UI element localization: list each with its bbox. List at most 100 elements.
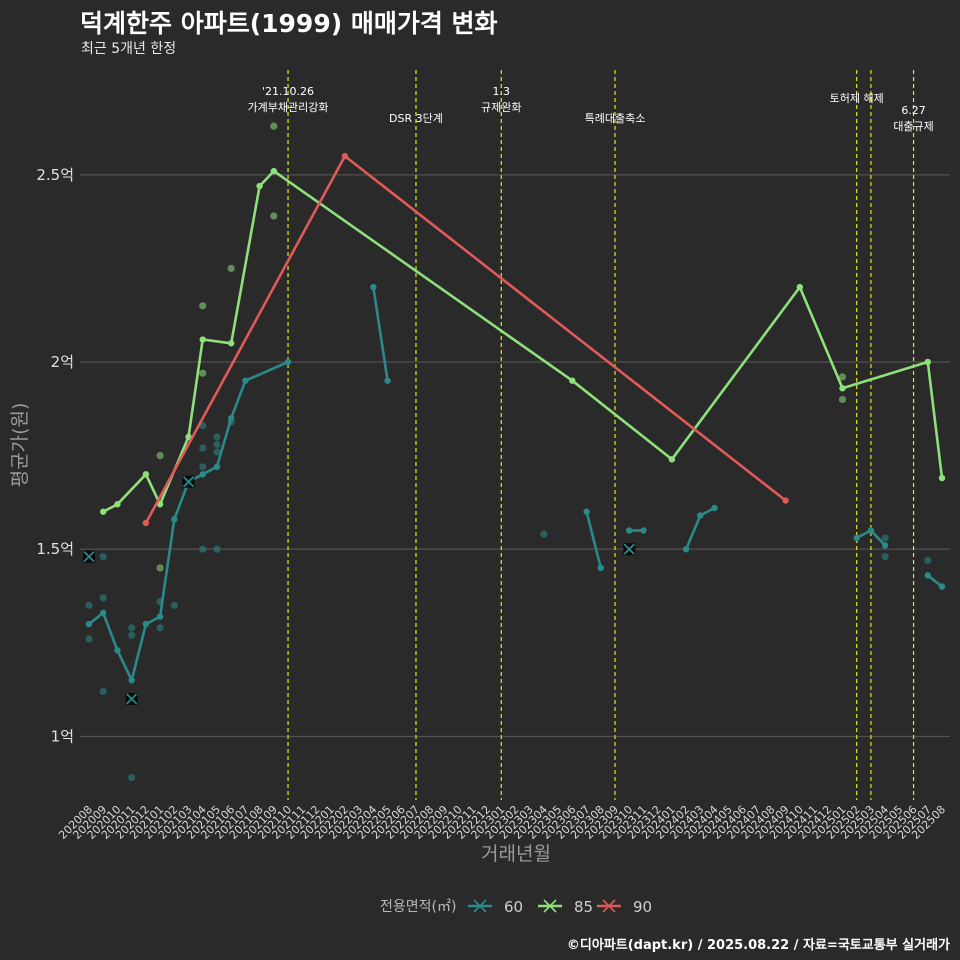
line-point [839,385,846,392]
data-point [924,556,932,565]
data-point [99,594,107,602]
series-line [372,286,389,381]
y-tick-label: 2.5억 [36,166,74,184]
line-point [370,283,377,291]
event-label: 토허제 해제 [830,91,884,105]
line-point [142,519,150,527]
legend: 전용면적(㎡) 60 85 90 [380,898,652,916]
data-point [85,635,93,643]
data-point [199,444,207,452]
legend-label: 85 [574,898,593,916]
line-point [881,542,889,549]
event-label: 1.3 [493,85,511,98]
legend-swatch-cross [602,899,616,913]
data-point [199,369,207,377]
legend-label: 90 [633,898,652,916]
source-caption: ©디아파트(dapt.kr) / 2025.08.22 / 자료=국토교통부 실… [566,938,950,953]
line-point [199,336,206,343]
y-axis-title: 평균가(원) [9,403,31,488]
line-point [227,340,235,347]
line-point [668,456,676,463]
cross-marker [182,476,195,488]
event-label: 규제완화 [481,101,521,114]
line-point [100,508,107,515]
data-point [170,601,178,609]
line-point [256,182,263,190]
data-point [227,264,235,273]
data-point [213,545,221,553]
data-point [540,530,548,538]
series-line [144,154,787,524]
data-point [99,553,107,561]
line-point [384,377,391,384]
line-point [142,471,150,478]
series-85 [100,122,946,572]
legend-swatch-cross [473,899,487,913]
data-point [213,440,221,448]
event-label: '21.10.26 [262,85,314,98]
line-point [142,620,150,628]
line-point [100,609,107,617]
data-point [128,773,136,782]
line-point [185,433,192,441]
data-point [199,463,207,471]
event-label: 특례대출축소 [585,112,646,125]
line-point [796,283,804,291]
axis-layer: 1억1.5억2억2.5억2020082020092020102020112020… [36,166,948,842]
legend-label: 60 [504,898,523,916]
line-point [227,414,235,422]
line-point [128,677,135,684]
data-point [156,624,164,632]
y-tick-label: 2억 [51,353,74,371]
line-point [569,377,576,384]
data-point [213,448,221,456]
line-point [213,463,221,471]
event-label: 대출규제 [893,120,933,133]
event-label: 가계부채관리강화 [248,101,329,114]
line-point [853,534,860,542]
y-tick-label: 1억 [51,727,74,745]
line-point [171,516,178,523]
data-point [99,687,107,696]
data-point [156,564,164,572]
data-point [838,373,847,381]
series-90 [142,152,789,527]
series-60 [83,283,946,782]
data-point [881,534,889,542]
data-point [128,624,136,632]
line-point [782,497,789,504]
line-point [597,564,604,572]
x-axis-title: 거래년월 [481,843,551,865]
series-line [88,360,289,682]
line-point [640,527,647,534]
line-point [583,508,590,515]
line-point [682,545,690,553]
legend-swatch-cross [543,899,557,913]
line-point [242,377,249,384]
cross-marker [623,543,635,555]
line-point [114,647,121,654]
data-point [85,601,93,609]
grid-lines [80,174,950,737]
cross-marker [83,551,95,563]
line-point [199,471,206,478]
line-point [938,583,946,590]
line-point [697,512,704,519]
chart-subtitle: 최근 5개년 한정 [81,41,177,57]
event-label: 6.27 [901,104,926,117]
line-point [284,358,292,366]
data-point [270,122,278,130]
line-point [938,474,946,482]
chart-title: 덕계한주 아파트(1999) 매매가격 변화 [80,9,498,38]
event-label: DSR 3단계 [389,112,443,125]
line-point [626,527,633,534]
line-point [156,613,164,620]
line-point [867,527,875,534]
data-point [881,553,889,561]
line-point [270,167,278,175]
line-point [924,358,931,366]
data-point [128,631,136,639]
series-line [585,511,603,569]
